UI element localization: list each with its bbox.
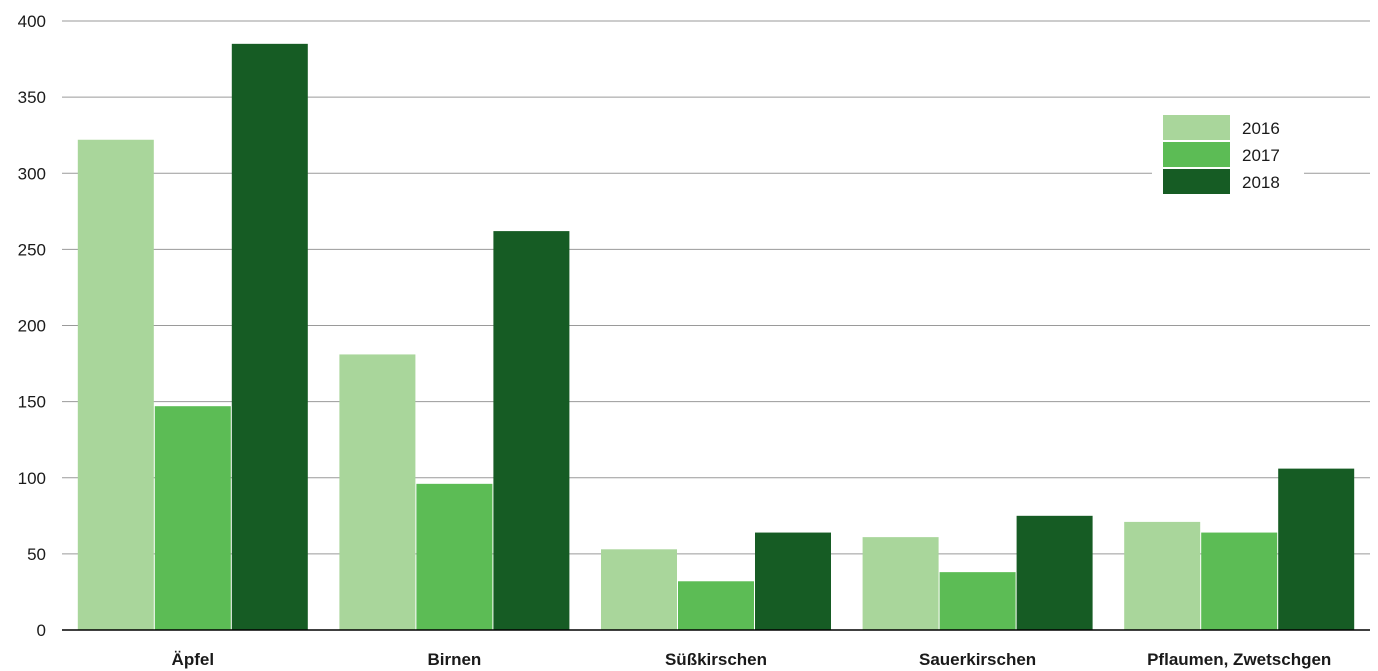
y-tick-label: 200: [18, 317, 46, 336]
bar-2017-1: [416, 484, 492, 630]
bar-2016-2: [601, 549, 677, 630]
x-category-label: Sauerkirschen: [919, 650, 1036, 669]
y-tick-label: 250: [18, 240, 46, 259]
legend-label: 2018: [1242, 173, 1280, 192]
legend-swatch-2016: [1163, 115, 1230, 140]
legend-label: 2016: [1242, 119, 1280, 138]
x-category-label: Pflaumen, Zwetschgen: [1147, 650, 1331, 669]
legend-swatch-2018: [1163, 169, 1230, 194]
y-tick-label: 300: [18, 164, 46, 183]
x-category-label: Äpfel: [172, 650, 215, 669]
x-axis-category-labels: Äpfel Birnen Süßkirschen Sauerkirschen Pflau…: [172, 650, 1332, 669]
x-category-label: Birnen: [427, 650, 481, 669]
legend-swatch-2017: [1163, 142, 1230, 167]
y-tick-label: 400: [18, 12, 46, 31]
bar-2018-0: [232, 44, 308, 630]
y-tick-label: 150: [18, 393, 46, 412]
x-category-label: Süßkirschen: [665, 650, 767, 669]
bar-2017-4: [1201, 533, 1277, 630]
y-tick-label: 100: [18, 469, 46, 488]
y-tick-label: 0: [37, 621, 46, 640]
legend-label: 2017: [1242, 146, 1280, 165]
bar-2016-1: [339, 354, 415, 630]
bar-2016-0: [78, 140, 154, 630]
y-tick-label: 350: [18, 88, 46, 107]
bar-2018-2: [755, 533, 831, 630]
bar-2017-2: [678, 581, 754, 630]
bar-2018-1: [493, 231, 569, 630]
bar-2017-0: [155, 406, 231, 630]
y-tick-label: 50: [27, 545, 46, 564]
bar-2016-3: [863, 537, 939, 630]
bar-2018-4: [1278, 469, 1354, 630]
bar-2017-3: [940, 572, 1016, 630]
bar-2018-3: [1017, 516, 1093, 630]
y-axis-tick-labels: 0 50 100 150 200 250 300 350 400: [18, 12, 46, 640]
bar-2016-4: [1124, 522, 1200, 630]
legend: 2016 2017 2018: [1152, 110, 1304, 202]
